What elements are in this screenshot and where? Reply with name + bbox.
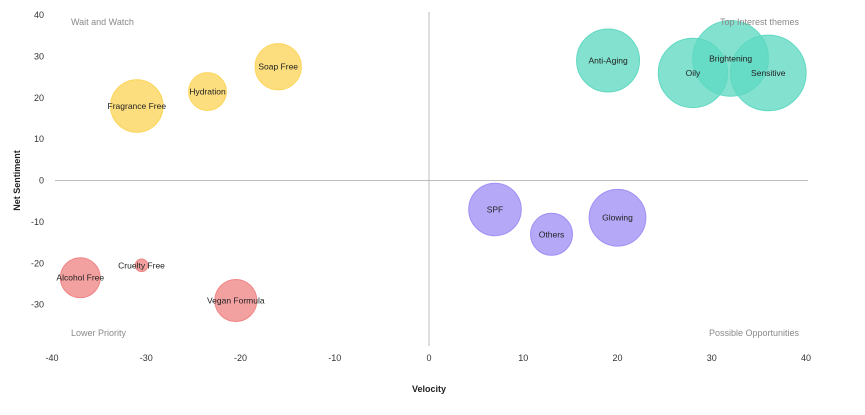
bubble-label: Anti-Aging bbox=[588, 56, 627, 66]
y-tick-label: 20 bbox=[34, 93, 44, 103]
bubble-label: Sensitive bbox=[751, 68, 786, 78]
quadrant-label-wait-and-watch: Wait and Watch bbox=[71, 17, 134, 27]
bubble-label: SPF bbox=[487, 204, 504, 214]
x-tick-label: -10 bbox=[328, 353, 341, 363]
x-tick-label: 0 bbox=[426, 353, 431, 363]
x-tick-label: 20 bbox=[612, 353, 622, 363]
bubble-label: Soap Free bbox=[258, 62, 298, 72]
bubble-others[interactable] bbox=[530, 212, 574, 256]
bubble-fragrance-free[interactable] bbox=[110, 79, 164, 133]
quadrant-label-top-interest: Top Interest themes bbox=[720, 17, 800, 27]
y-tick-label: 0 bbox=[39, 176, 44, 186]
bubble-labels-layer: Soap Free Hydration Fragrance Free Anti-Agi… bbox=[56, 53, 785, 305]
bubble-soap-free[interactable] bbox=[254, 43, 302, 91]
bubble-spf[interactable] bbox=[468, 182, 522, 237]
y-tick-label: 30 bbox=[34, 51, 44, 61]
bubble-label: Hydration bbox=[189, 87, 226, 97]
y-tick-label: -30 bbox=[31, 300, 44, 310]
bubble-label: Brightening bbox=[709, 53, 752, 63]
y-tick-label: -10 bbox=[31, 217, 44, 227]
bubble-anti-aging[interactable] bbox=[576, 28, 641, 93]
bubble-cruelty-free[interactable] bbox=[134, 258, 149, 273]
bubble-alcohol-free[interactable] bbox=[59, 257, 101, 299]
x-tick-label: -40 bbox=[45, 353, 58, 363]
bubble-glowing[interactable] bbox=[588, 188, 647, 247]
bubbles-layer bbox=[59, 20, 807, 322]
x-tick-label: -20 bbox=[234, 353, 247, 363]
bubble-label: Cruelty Free bbox=[118, 260, 165, 270]
axis-text-layer: -40 -30 -20 -10 0 10 20 30 40 40 30 20 10 0 -10 -20 -30 V… bbox=[12, 10, 811, 394]
x-tick-label: 40 bbox=[801, 353, 811, 363]
x-tick-label: 30 bbox=[707, 353, 717, 363]
y-tick-label: -20 bbox=[31, 258, 44, 268]
x-tick-label: -30 bbox=[140, 353, 153, 363]
bubble-label: Glowing bbox=[602, 213, 633, 223]
bubble-vegan-formula[interactable] bbox=[214, 278, 258, 322]
bubble-label: Oily bbox=[686, 68, 701, 78]
x-tick-label: 10 bbox=[518, 353, 528, 363]
y-tick-label: 40 bbox=[34, 10, 44, 20]
bubble-label: Others bbox=[539, 229, 565, 239]
bubble-label: Vegan Formula bbox=[207, 295, 265, 305]
y-axis-title: Net Sentiment bbox=[12, 150, 22, 211]
bubble-sensitive[interactable] bbox=[730, 34, 807, 112]
bubble-hydration[interactable] bbox=[188, 72, 227, 111]
bubble-label: Alcohol Free bbox=[56, 273, 104, 283]
quadrant-label-lower-priority: Lower Priority bbox=[71, 328, 127, 338]
y-tick-label: 10 bbox=[34, 134, 44, 144]
axes-layer bbox=[55, 12, 808, 346]
bubble-oily[interactable] bbox=[657, 37, 729, 109]
bubble-label: Fragrance Free bbox=[108, 101, 167, 111]
x-axis-title: Velocity bbox=[412, 384, 446, 394]
quadrant-label-possible-opportunities: Possible Opportunities bbox=[709, 328, 800, 338]
